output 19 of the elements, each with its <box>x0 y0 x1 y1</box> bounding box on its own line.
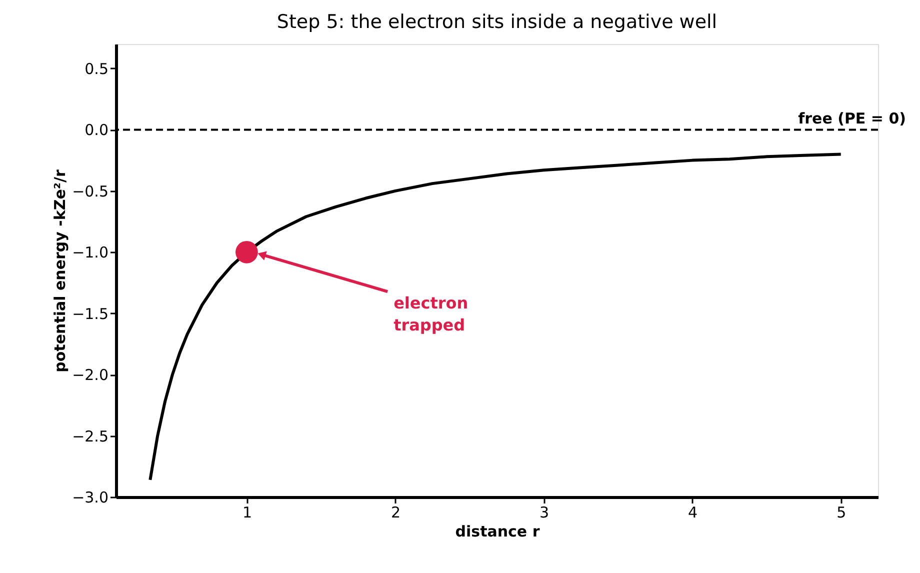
chart-title: Step 5: the electron sits inside a negative well <box>276 11 718 33</box>
y-tick-label: 0.0 <box>84 121 108 140</box>
ref-line-label: free (PE = 0) <box>798 110 906 128</box>
x-tick-label: 3 <box>540 504 550 522</box>
annotation: electron trapped <box>394 294 468 335</box>
y-tick-label: 0.5 <box>84 60 108 78</box>
y-tick-label: −2.0 <box>72 366 108 384</box>
y-tick-label: −3.0 <box>72 488 108 506</box>
y-tick-label: −2.5 <box>72 427 108 446</box>
y-tick-label: −0.5 <box>72 182 108 200</box>
x-tick-label: 4 <box>688 504 698 522</box>
x-tick-label: 1 <box>242 504 252 522</box>
x-axis-title: distance r <box>455 522 540 540</box>
x-tick-label: 2 <box>390 504 401 522</box>
x-tick-label: 5 <box>836 504 846 522</box>
y-tick-label: −1.5 <box>72 304 108 323</box>
y-axis-title: potential energy -kZe²/r <box>51 169 70 372</box>
line-series <box>148 152 842 482</box>
y-tick-label: −1.0 <box>72 244 108 262</box>
